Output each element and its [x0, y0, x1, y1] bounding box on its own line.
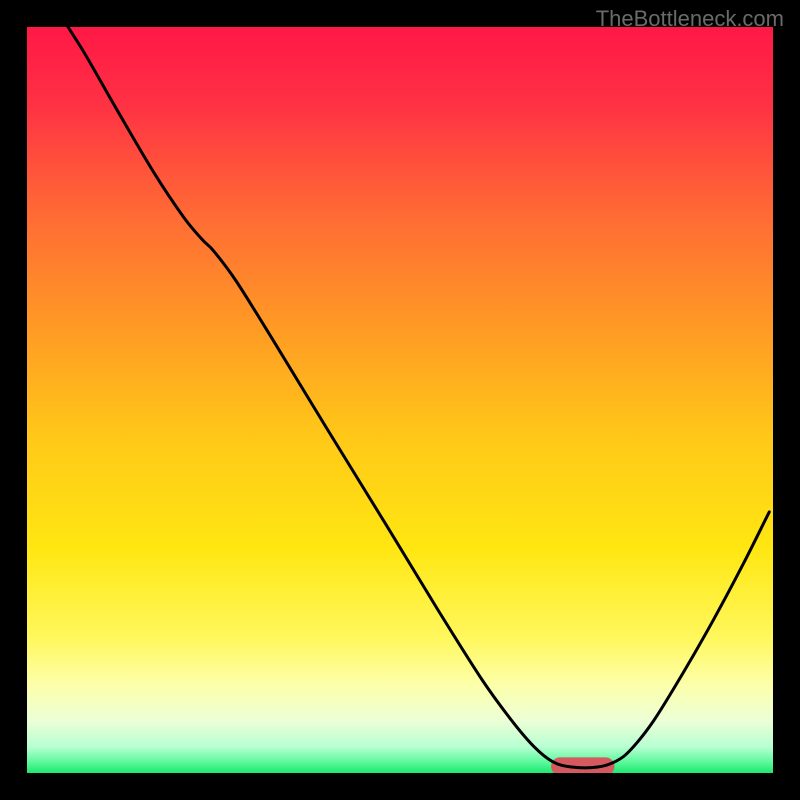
watermark-text: TheBottleneck.com	[596, 6, 784, 32]
frame-left	[0, 0, 27, 800]
frame-right	[773, 0, 800, 800]
plot-background	[27, 27, 773, 773]
bottleneck-chart	[0, 0, 800, 800]
stage: TheBottleneck.com	[0, 0, 800, 800]
frame-bottom	[0, 773, 800, 800]
